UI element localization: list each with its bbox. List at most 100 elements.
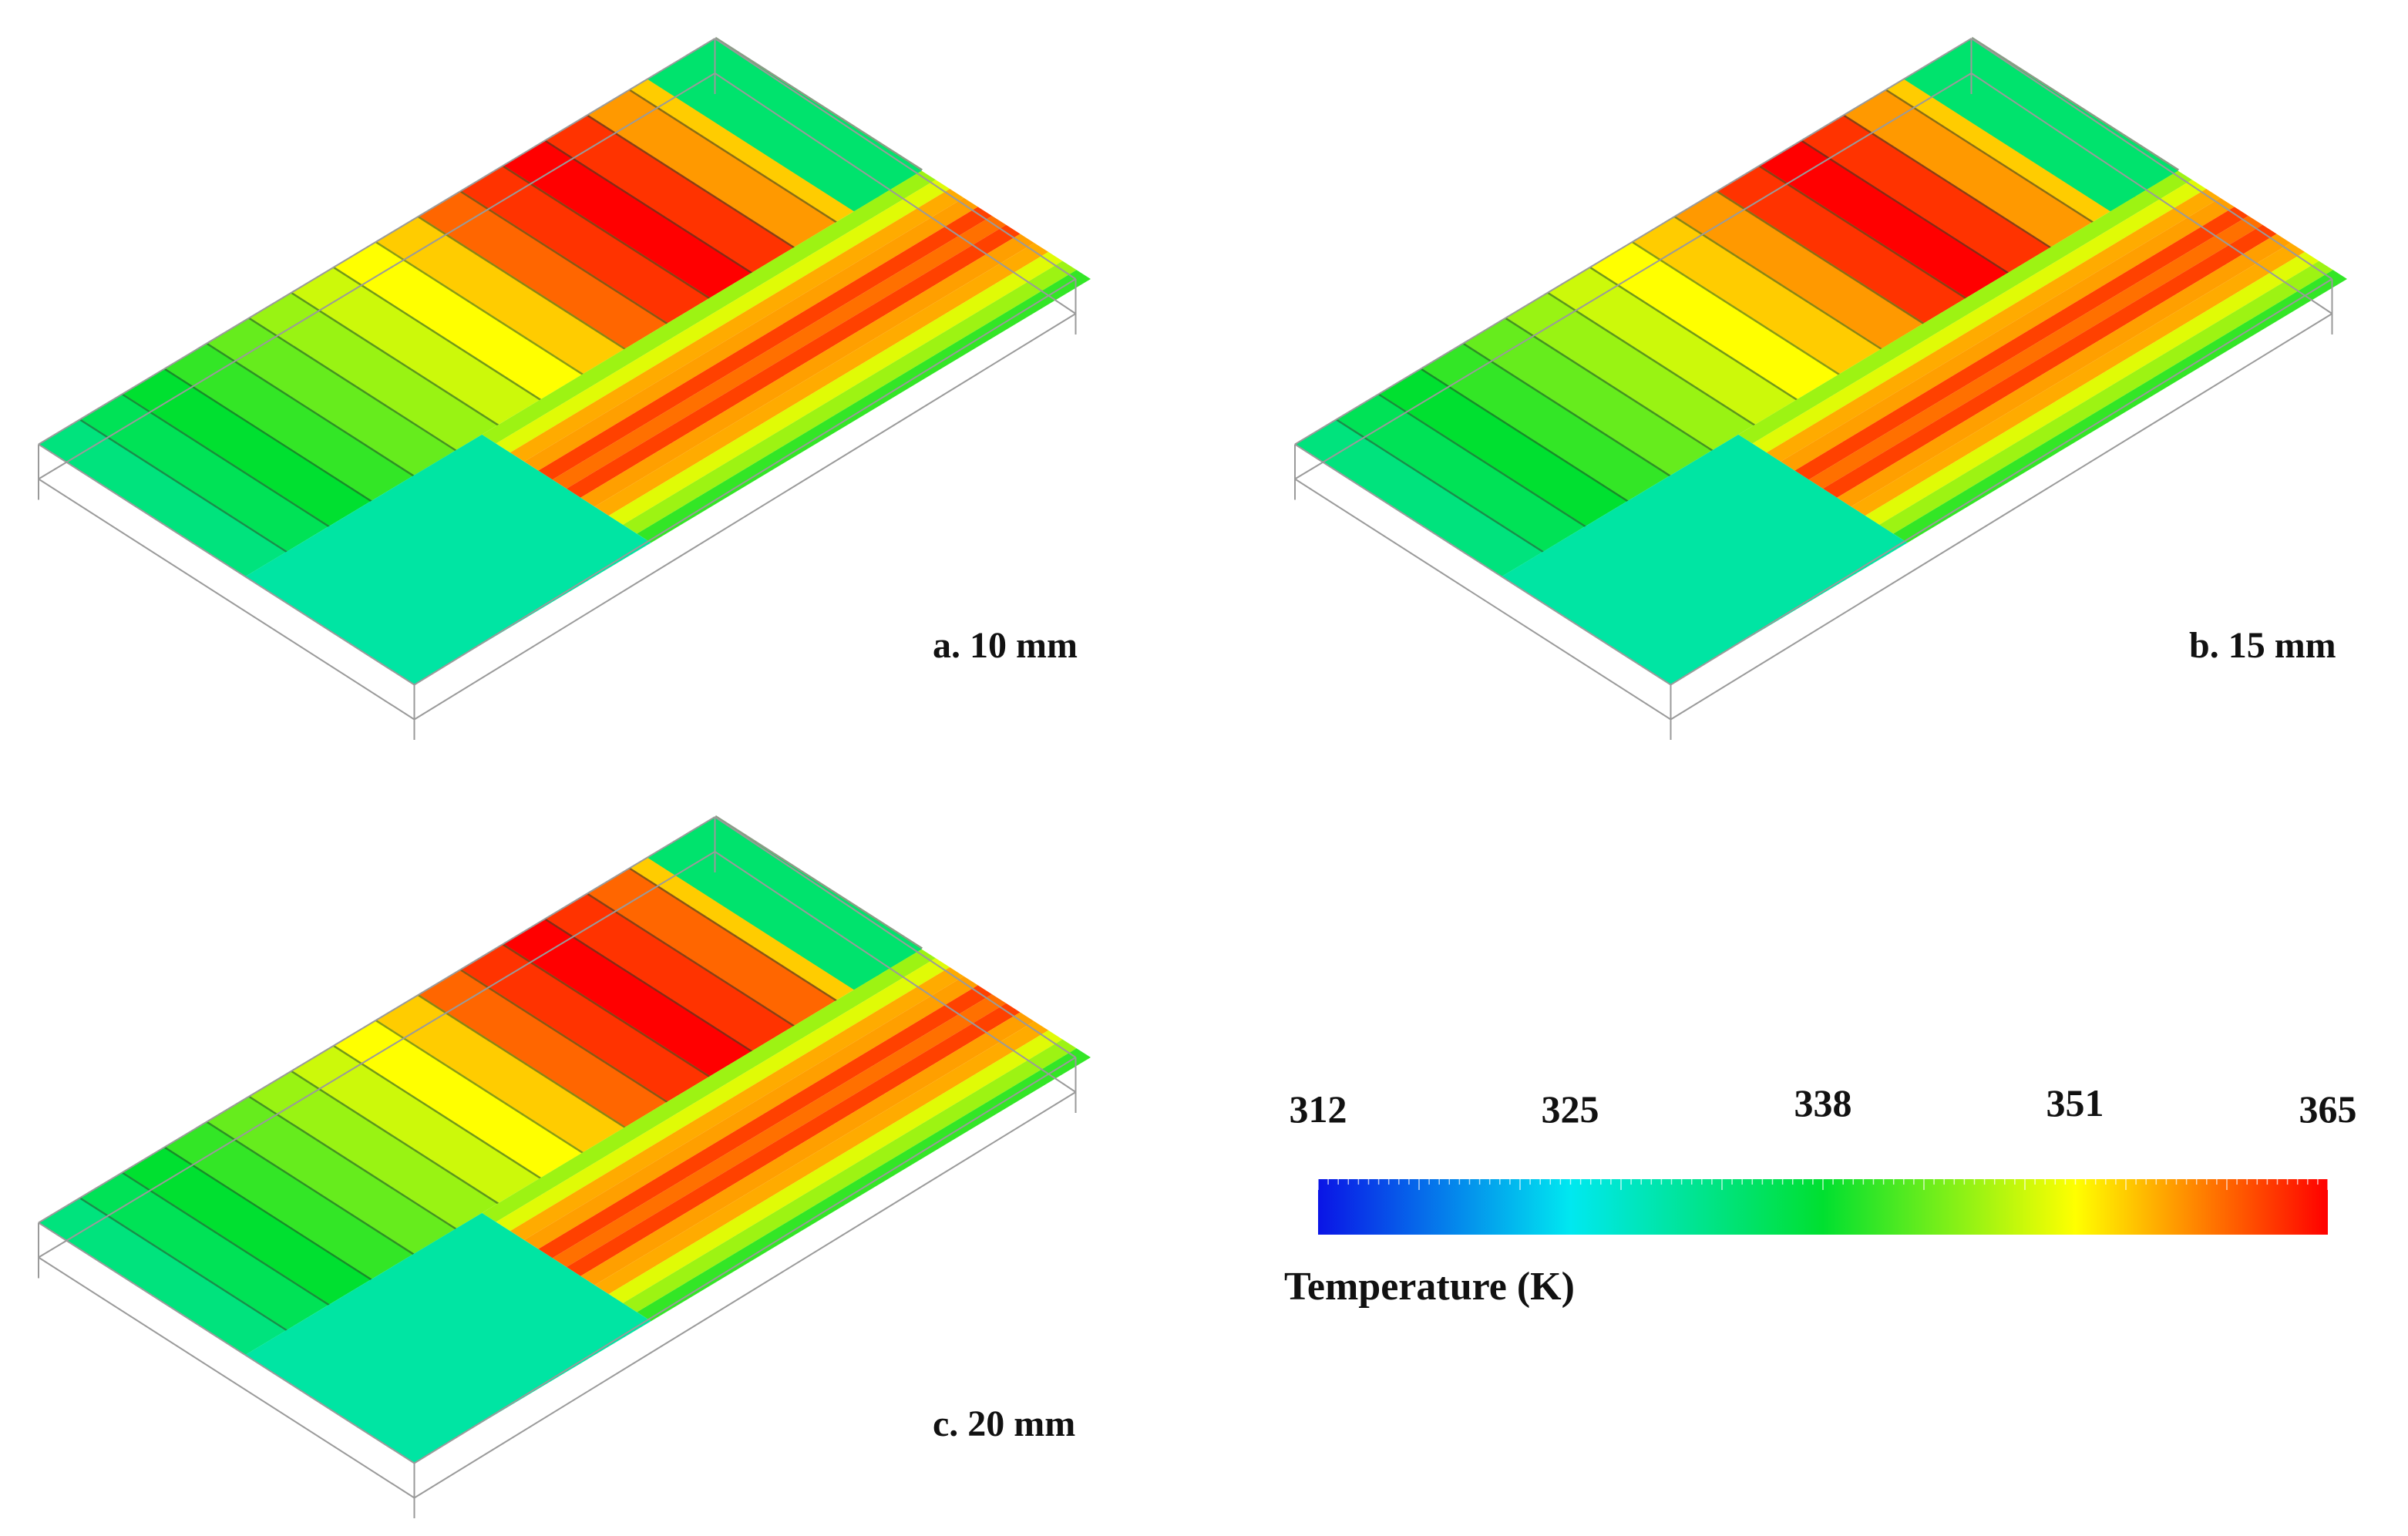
bounding-box-frame: [38, 816, 1077, 1518]
floor-band: [510, 967, 964, 1240]
cool-end: [1903, 39, 2178, 212]
floor-band: [594, 1021, 1049, 1295]
bounding-box-frame: [38, 38, 1077, 740]
wall-band: [461, 943, 711, 1102]
wall-band: [587, 867, 837, 1026]
wall-band: [503, 139, 753, 298]
wall-band: [1675, 190, 1925, 348]
wall-band: [461, 165, 711, 324]
wall-band: [1337, 393, 1586, 552]
wall-band: [1844, 89, 2094, 247]
wall-band: [207, 1095, 457, 1254]
wall-band: [80, 393, 330, 552]
floor-band: [1738, 170, 2192, 444]
floor-band: [496, 180, 950, 453]
legend-tick-351: 351: [2046, 1081, 2104, 1124]
floor-band: [1837, 234, 2291, 507]
floor-band: [580, 1012, 1034, 1286]
floor-band: [637, 270, 1091, 543]
floor-band: [538, 207, 993, 480]
wall-band: [376, 216, 626, 374]
cool-corner: [1502, 434, 1908, 685]
cool-corner: [245, 1212, 651, 1464]
wall-band: [587, 89, 837, 247]
wall-band: [546, 114, 795, 273]
contour-panel-a: a. 10 mm: [31, 23, 1125, 740]
wall-band: [503, 918, 753, 1077]
floor-band: [552, 216, 1007, 489]
wall-band: [39, 1197, 288, 1356]
wall-band: [1506, 292, 1756, 450]
color-scale-minor-ticks: [1318, 1179, 2328, 1190]
floor-band: [608, 251, 1063, 525]
wall-band: [1421, 342, 1671, 501]
temperature-surface: [1295, 36, 2347, 685]
wall-band: [1717, 165, 1967, 324]
floor-band: [482, 170, 936, 444]
wall-band: [292, 1045, 542, 1203]
wall-band: [123, 368, 372, 526]
plate-rendering-c: [38, 815, 1091, 1518]
panel-caption-c: c. 20 mm: [933, 1403, 1076, 1444]
wall-band: [165, 342, 415, 501]
floor-band: [566, 1003, 1021, 1276]
plate-rendering-b: [1294, 36, 2347, 740]
wall-band: [376, 994, 626, 1152]
floor-band: [1781, 197, 2235, 471]
floor-band: [1808, 216, 2263, 489]
floor-band: [1865, 251, 2319, 525]
wall-band: [1464, 317, 1714, 476]
wall-band: [250, 292, 499, 450]
legend-title: Temperature (K): [1284, 1265, 1575, 1309]
floor-band: [1794, 207, 2249, 480]
cool-corner: [245, 434, 651, 685]
wall-band: [39, 418, 288, 577]
wall-band: [419, 969, 668, 1127]
floor-band: [496, 958, 950, 1232]
floor-band: [1752, 180, 2207, 453]
floor-band: [623, 1039, 1077, 1312]
temperature-surface: [39, 815, 1091, 1464]
wall-band: [1760, 139, 2009, 298]
panel-caption-a: a. 10 mm: [933, 625, 1078, 666]
floor-band: [637, 1048, 1091, 1322]
legend-tick-338: 338: [1794, 1081, 1852, 1124]
floor-band: [1851, 243, 2305, 516]
floor-band: [1879, 260, 2333, 534]
wall-band: [165, 1121, 415, 1279]
floor-band: [524, 976, 978, 1249]
floor-band: [538, 985, 993, 1259]
wall-band: [123, 1146, 372, 1305]
floor-band: [1766, 189, 2221, 462]
cool-end: [647, 817, 922, 990]
wall-band: [1295, 418, 1544, 577]
floor-band: [594, 243, 1049, 516]
bounding-box-frame: [1294, 38, 2333, 740]
legend-tick-312: 312: [1289, 1087, 1347, 1131]
wall-band: [334, 1020, 584, 1178]
floor-band: [510, 189, 964, 462]
floor-band: [566, 224, 1021, 498]
temperature-surface: [39, 36, 1091, 685]
floor-band: [580, 234, 1034, 507]
floor-band: [1893, 270, 2347, 543]
wall-band: [1590, 241, 1840, 399]
wall-band: [546, 892, 795, 1051]
floor-band: [1822, 224, 2277, 498]
contour-panel-c: c. 20 mm: [31, 802, 1125, 1518]
cool-end: [647, 39, 922, 212]
floor-band: [608, 1030, 1063, 1303]
wall-band: [1549, 267, 1798, 425]
temperature-legend: 312 325 338 351 365 Temperature (K): [1264, 1081, 2374, 1333]
wall-band: [1379, 368, 1629, 526]
contour-panel-b: b. 15 mm: [1287, 23, 2382, 740]
floor-band: [524, 197, 978, 471]
floor-band: [623, 260, 1077, 534]
floor-band: [482, 949, 936, 1222]
wall-band: [1633, 216, 1882, 374]
floor-band: [552, 994, 1007, 1268]
wall-band: [207, 317, 457, 476]
color-scale-bar: [1318, 1179, 2328, 1235]
legend-tick-325: 325: [1541, 1087, 1599, 1131]
wall-band: [250, 1070, 499, 1228]
